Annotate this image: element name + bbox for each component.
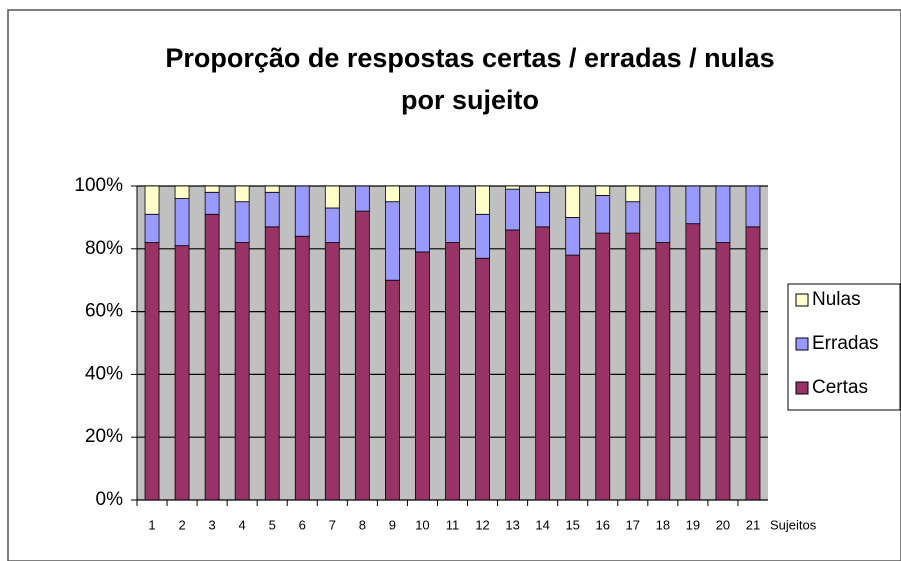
- bar-segment: [715, 185, 731, 243]
- bar-segment: [415, 185, 430, 253]
- bar-segment: [445, 242, 460, 501]
- x-tick-label: 7: [329, 517, 336, 532]
- x-axis-label: Sujeitos: [770, 517, 817, 532]
- bar-segment: [144, 213, 160, 243]
- x-tick-label: 9: [389, 517, 396, 532]
- x-tick-label: 18: [656, 517, 670, 532]
- x-tick-label: 8: [359, 517, 366, 532]
- y-tick-label: 60%: [85, 301, 123, 322]
- bar-segment: [655, 185, 671, 243]
- bar-segment: [144, 185, 160, 215]
- bar-segment: [385, 279, 400, 501]
- bar-segment: [234, 242, 250, 501]
- legend-swatch: [795, 337, 809, 351]
- bar-segment: [535, 185, 551, 193]
- bar-segment: [595, 195, 611, 234]
- x-tick-label: 13: [505, 517, 519, 532]
- x-tick-label: 2: [178, 517, 185, 532]
- legend-swatch: [795, 293, 809, 307]
- bar-segment: [475, 257, 490, 501]
- bar-segment: [745, 226, 761, 501]
- chart-title: Proporção de respostas certas / erradas …: [165, 43, 774, 73]
- bar-segment: [685, 185, 701, 225]
- bar-segment: [294, 185, 310, 237]
- x-tick-label: 16: [596, 517, 610, 532]
- bar-segment: [565, 185, 581, 218]
- bar-segment: [264, 191, 280, 228]
- bar-segment: [595, 232, 611, 501]
- bar-segment: [234, 185, 250, 203]
- x-tick-label: 15: [565, 517, 579, 532]
- legend-label: Certas: [812, 377, 868, 398]
- bar-segment: [234, 201, 250, 243]
- bar-segment: [715, 242, 731, 501]
- x-tick-label: 14: [535, 517, 549, 532]
- bar-segment: [415, 251, 430, 501]
- bar-segment: [204, 185, 220, 193]
- bar-segment: [505, 185, 520, 190]
- x-tick-label: 1: [148, 517, 155, 532]
- bar-segment: [625, 201, 641, 234]
- bar-segment: [535, 191, 551, 228]
- bar-segment: [174, 245, 190, 501]
- legend-label: Nulas: [812, 289, 861, 310]
- bar-segment: [204, 213, 220, 501]
- x-tick-label: 20: [716, 517, 730, 532]
- x-tick-label: 10: [415, 517, 429, 532]
- bar-segment: [745, 185, 761, 228]
- bar-segment: [565, 216, 581, 256]
- bar-segment: [595, 185, 611, 196]
- x-tick-label: 5: [269, 517, 276, 532]
- bar-segment: [294, 235, 310, 501]
- bar-segment: [505, 188, 520, 231]
- x-tick-label: 3: [209, 517, 216, 532]
- bar-segment: [385, 185, 400, 203]
- x-tick-label: 12: [475, 517, 489, 532]
- bar-segment: [324, 242, 340, 501]
- x-tick-label: 21: [746, 517, 760, 532]
- x-tick-label: 4: [239, 517, 246, 532]
- bar-segment: [445, 185, 460, 243]
- bar-segment: [475, 185, 490, 215]
- y-tick-label: 40%: [85, 363, 123, 384]
- bar-segment: [685, 223, 701, 501]
- bar-segment: [655, 242, 671, 501]
- bar-segment: [264, 226, 280, 501]
- bar-segment: [174, 198, 190, 247]
- bar-segment: [535, 226, 551, 501]
- bar-segment: [204, 191, 220, 215]
- bar-segment: [324, 207, 340, 243]
- chart-title: por sujeito: [401, 85, 539, 115]
- bar-segment: [264, 185, 280, 193]
- legend-swatch: [795, 381, 809, 395]
- bar-segment: [565, 254, 581, 501]
- y-tick-label: 0%: [96, 489, 124, 510]
- y-tick-label: 80%: [85, 238, 123, 259]
- bar-segment: [354, 210, 370, 501]
- legend-label: Erradas: [812, 333, 879, 354]
- bar-segment: [324, 185, 340, 209]
- x-tick-label: 6: [299, 517, 306, 532]
- bar-segment: [625, 185, 641, 203]
- x-tick-label: 17: [626, 517, 640, 532]
- bar-segment: [625, 232, 641, 501]
- x-tick-label: 11: [446, 517, 460, 532]
- y-tick-label: 20%: [85, 426, 123, 447]
- bar-segment: [505, 229, 520, 501]
- bar-segment: [144, 242, 160, 501]
- bar-segment: [385, 201, 400, 281]
- x-tick-label: 19: [686, 517, 700, 532]
- y-tick-label: 100%: [74, 175, 123, 196]
- bar-segment: [354, 185, 370, 212]
- bar-segment: [174, 185, 190, 199]
- bar-segment: [475, 213, 490, 259]
